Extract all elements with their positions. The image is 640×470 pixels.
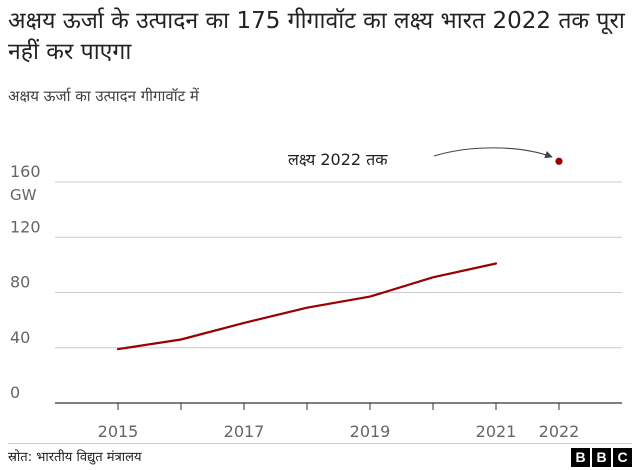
line-chart: 0 40 80 120 160 GW 2015 2017 2019 2021 2022 लक्ष्य… <box>10 147 622 440</box>
x-tick-label: 2021 <box>476 422 517 440</box>
series-layer <box>116 262 498 351</box>
chart-title: अक्षय ऊर्जा के उत्पादन का 175 गीगावॉट का… <box>8 8 625 65</box>
annotation-layer: लक्ष्य 2022 तक <box>288 147 563 169</box>
x-tick-label: 2015 <box>98 422 139 440</box>
target-annotation-label: लक्ष्य 2022 तक <box>288 150 388 169</box>
y-tick-label: 160 <box>10 162 41 181</box>
axes: 0 40 80 120 160 GW 2015 2017 2019 2021 2022 <box>10 162 622 440</box>
bbc-logo: B B C <box>571 448 632 467</box>
grid-lines <box>55 181 622 349</box>
y-tick-label: 40 <box>10 328 30 347</box>
bbc-logo-letter: C <box>613 448 632 467</box>
series-line <box>116 262 498 351</box>
source-note: स्रोत: भारतीय विद्युत मंत्रालय <box>8 450 142 465</box>
x-tick-label: 2022 <box>539 422 580 440</box>
footer-divider <box>8 443 632 444</box>
x-tick-label: 2019 <box>350 422 391 440</box>
bbc-logo-letter: B <box>592 448 611 467</box>
chart-subtitle: अक्षय ऊर्जा का उत्पादन गीगावॉट में <box>8 87 199 105</box>
annotation-arrow <box>433 147 553 159</box>
target-point <box>555 157 563 165</box>
y-tick-label: 120 <box>10 217 41 236</box>
bbc-logo-letter: B <box>571 448 590 467</box>
y-unit-label: GW <box>10 186 37 204</box>
y-tick-label: 0 <box>10 383 20 402</box>
x-tick-label: 2017 <box>224 422 265 440</box>
y-tick-label: 80 <box>10 273 30 292</box>
